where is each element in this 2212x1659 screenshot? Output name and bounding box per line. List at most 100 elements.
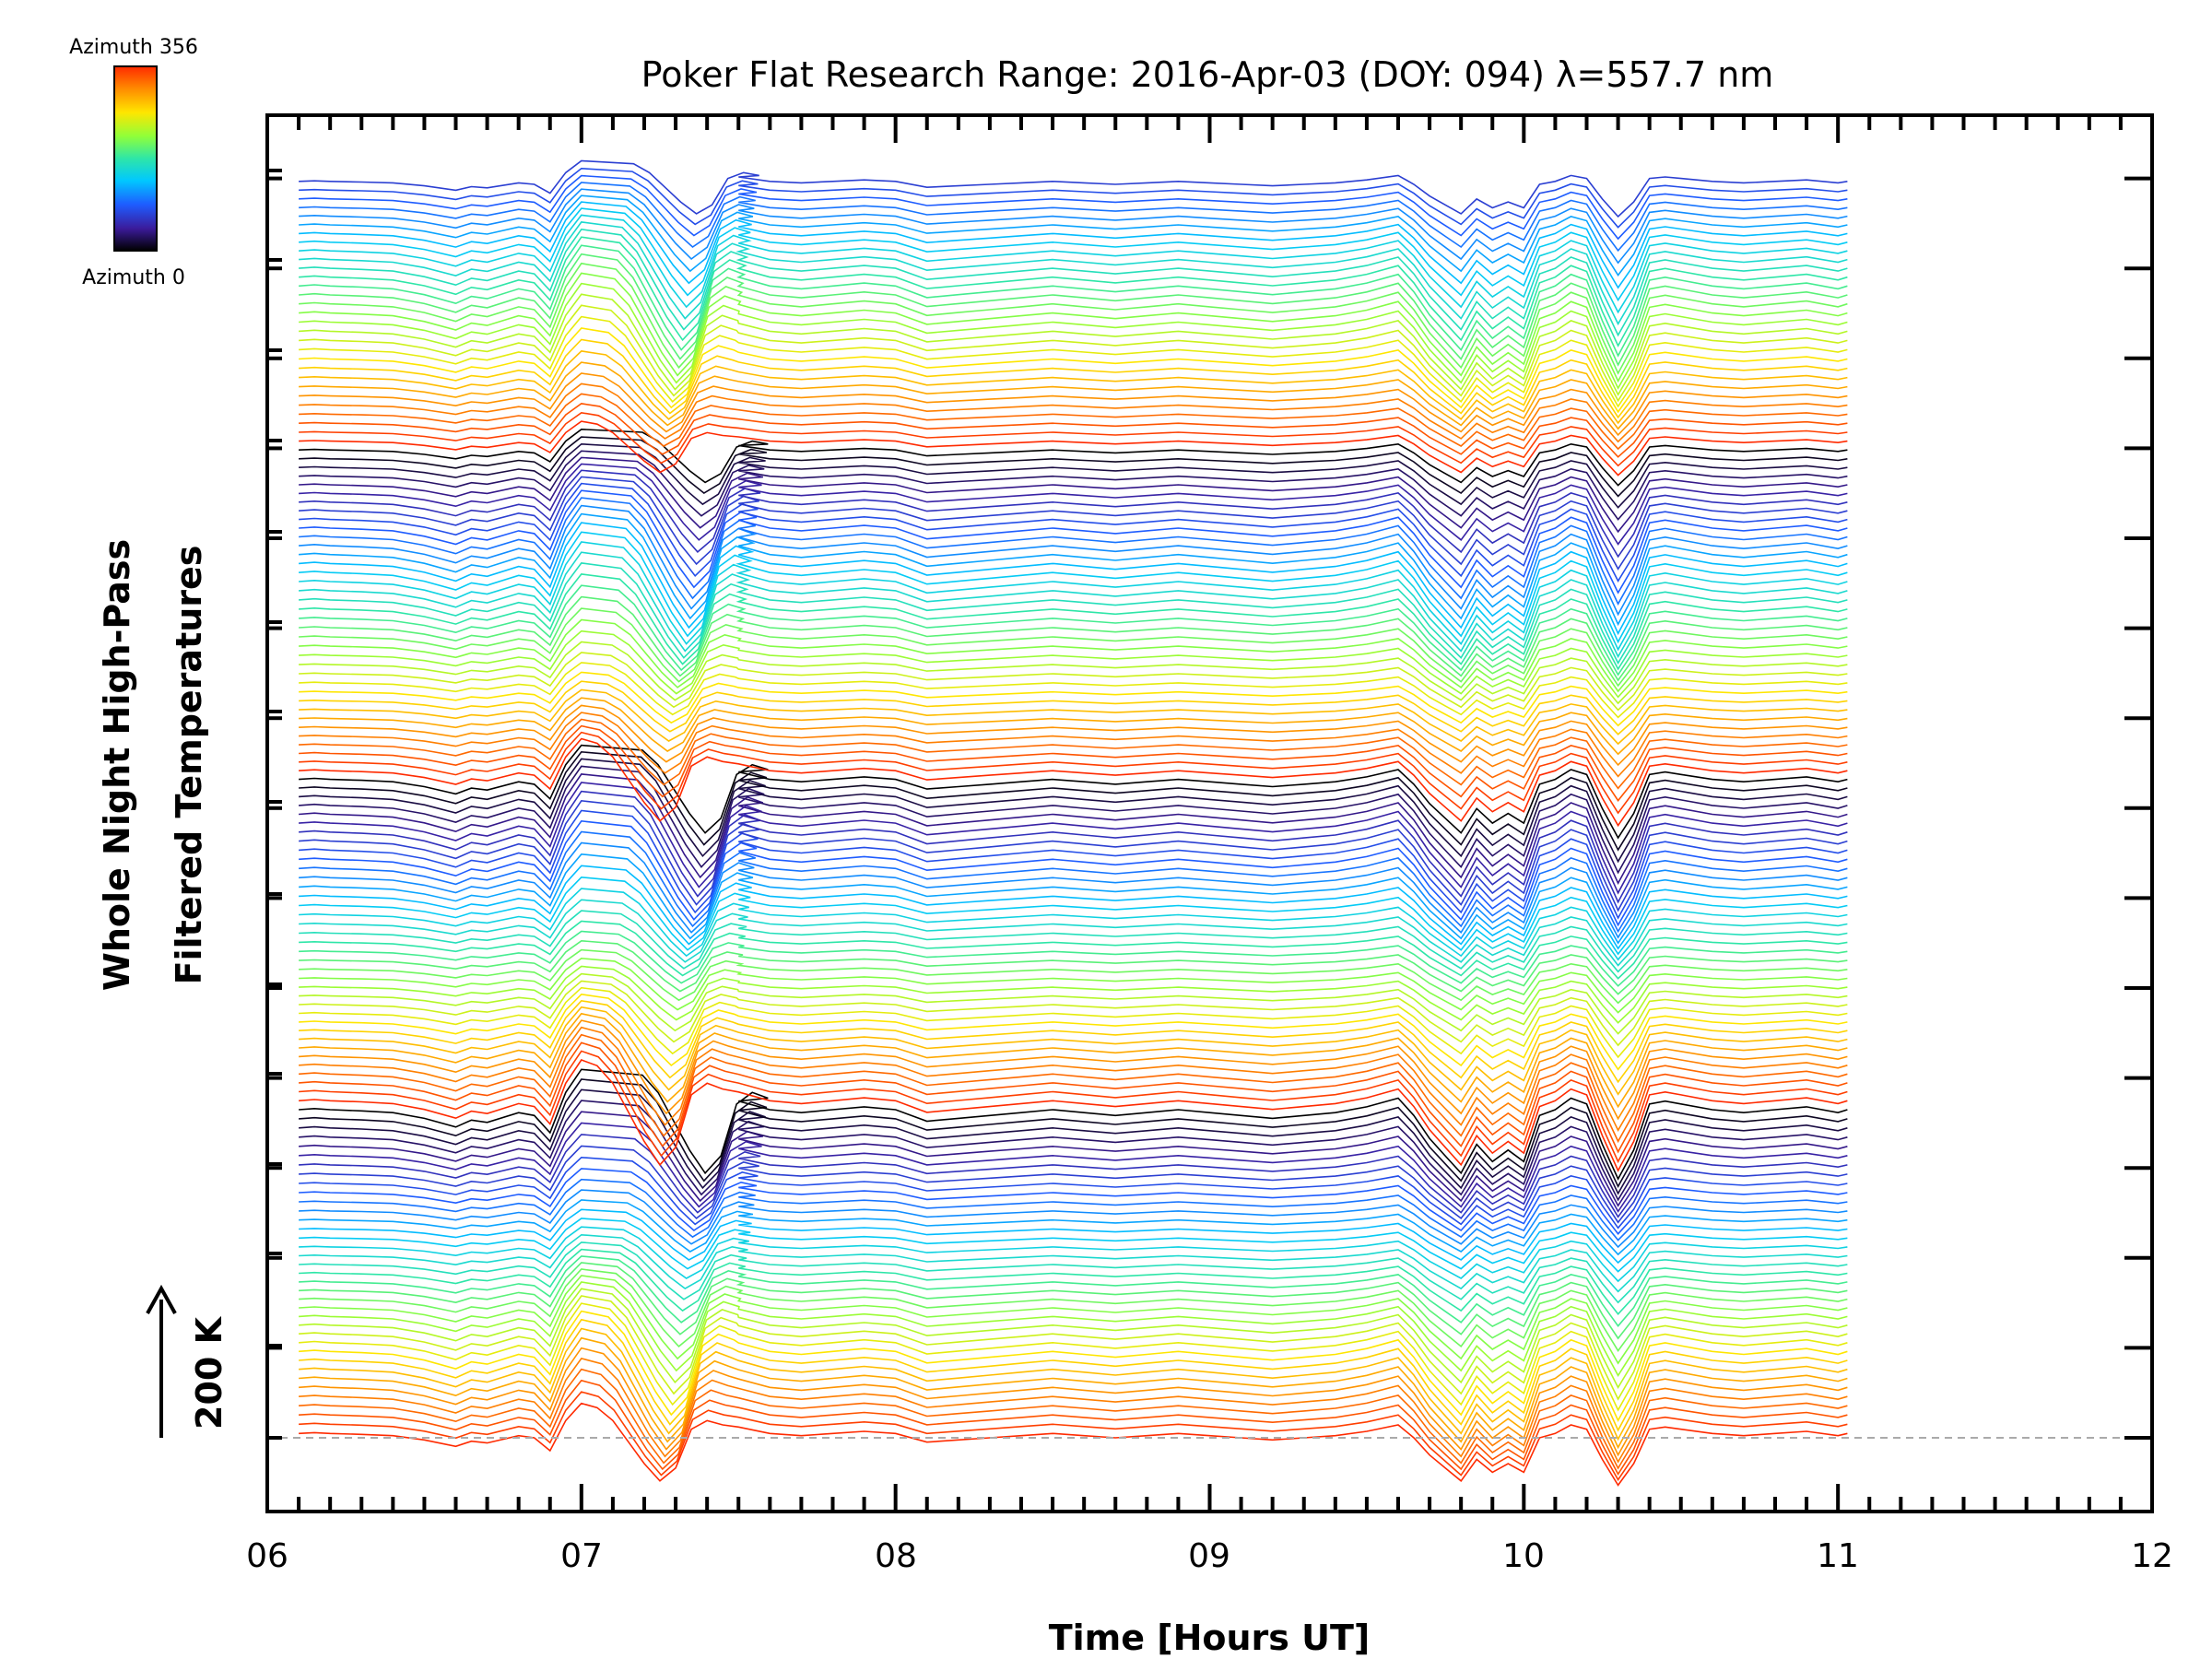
series-line [299,1368,1848,1470]
series-line [299,618,1848,693]
series-line [299,456,1848,534]
series-line [299,652,1848,712]
series-line [299,221,1848,326]
series-line [299,920,1848,980]
series-line [299,993,1848,1071]
series-line [299,1012,1848,1109]
series-line [299,228,1848,337]
series-line [299,1318,1848,1432]
series-line [299,731,1848,815]
series-line [299,188,1848,265]
series-line [299,1402,1848,1487]
series-line [299,809,1848,920]
series-line [299,1100,1848,1202]
series-line [299,972,1848,1035]
series-line [299,338,1848,419]
series-line [299,595,1848,682]
series-line [299,986,1848,1059]
x-tick-label: 08 [875,1537,917,1575]
series-line [299,965,1848,1024]
series-line [299,214,1848,314]
series-line [299,272,1848,383]
series-line [299,393,1848,451]
series-line [299,999,1848,1084]
series-line [299,1189,1848,1249]
x-tick-label: 11 [1817,1537,1859,1575]
series-line [299,1122,1848,1213]
colorbar-bottom-label: Azimuth 0 [82,266,185,289]
series-line [299,531,1848,644]
series-line [299,1327,1848,1441]
series-line [299,841,1848,939]
series-line [299,910,1848,973]
series-line [299,512,1848,627]
series-line [299,1379,1848,1476]
series-line [299,201,1848,289]
series-line [299,704,1848,767]
series-line [299,315,1848,408]
series-group [299,159,1848,1487]
series-line [299,980,1848,1047]
series-line [299,1310,1848,1422]
series-line [299,562,1848,665]
series-line [299,1275,1848,1365]
series-line [299,765,1848,875]
series-line [299,482,1848,583]
series-line [299,1302,1848,1412]
series-line [299,504,1848,617]
series-line [299,1347,1848,1457]
series-line [299,244,1848,358]
ticks-group [265,115,2154,1512]
series-line [299,680,1848,735]
series-line [299,607,1848,688]
series-line [299,450,1848,521]
series-line [299,489,1848,594]
x-tick-label: 07 [560,1537,603,1575]
scale-label: 200 K [189,1315,229,1430]
series-line [299,1111,1848,1207]
series-line [299,1208,1848,1265]
series-line [299,1241,1848,1304]
series-line [299,853,1848,945]
y-axis-label-line2: Filtered Temperatures [169,546,209,985]
series-line [299,1233,1848,1293]
series-line [299,1391,1848,1482]
x-tick-label: 09 [1188,1537,1230,1575]
x-tick-label: 06 [246,1537,288,1575]
series-line [299,1199,1848,1256]
series-line [299,1268,1848,1353]
series-line [299,167,1848,229]
series-line [299,1295,1848,1401]
series-line [299,1145,1848,1224]
series-line [299,1156,1848,1230]
series-line [299,522,1848,636]
series-line [299,372,1848,437]
series-line [299,948,1848,1005]
series-line [299,773,1848,885]
series-line [299,750,1848,852]
series-line [299,688,1848,746]
series-line [299,782,1848,895]
series-line [299,1218,1848,1273]
series-line [299,1041,1848,1154]
series-line [299,876,1848,956]
series-line [299,697,1848,756]
series-line [299,573,1848,671]
series-line [299,830,1848,934]
series-line [299,712,1848,778]
series-line [299,1019,1848,1121]
x-tick-label: 12 [2131,1537,2173,1575]
x-axis-label: Time [Hours UT] [1049,1618,1371,1658]
series-line [299,899,1848,967]
series-line [299,799,1848,912]
series-line [299,1059,1848,1172]
series-line [299,436,1848,498]
series-line [299,724,1848,802]
series-line [299,442,1848,509]
series-line [299,939,1848,995]
series-line [299,236,1848,347]
series-line [299,1078,1848,1189]
series-line [299,1033,1848,1144]
series-line [299,1026,1848,1133]
